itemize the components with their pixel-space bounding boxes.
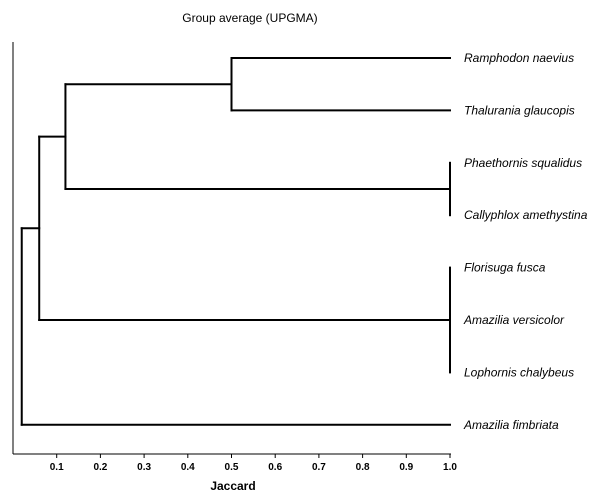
leaf-label-lophornis-chalybeus: Lophornis chalybeus (464, 365, 574, 379)
x-axis-label: Jaccard (210, 479, 255, 493)
dendrogram-branches (20, 57, 451, 426)
x-axis-ticks: 0.1 0.2 0.3 0.4 0.5 0.6 0.7 0.8 0.9 1.0 (50, 454, 457, 473)
x-tick-label: 0.5 (225, 462, 239, 473)
leaf-label-amazilia-versicolor: Amazilia versicolor (463, 313, 565, 327)
leaf-label-phaethornis-squalidus: Phaethornis squalidus (464, 156, 582, 170)
x-tick-label: 0.6 (268, 462, 282, 473)
leaf-label-amazilia-fimbriata: Amazilia fimbriata (463, 418, 559, 432)
leaf-label-thalurania-glaucopis: Thalurania glaucopis (464, 103, 575, 117)
leaf-labels: Ramphodon naevius Thalurania glaucopis Pha… (463, 51, 588, 432)
x-tick-label: 0.7 (312, 462, 326, 473)
leaf-label-ramphodon-naevius: Ramphodon naevius (464, 51, 574, 65)
leaf-label-callyphlox-amethystina: Callyphlox amethystina (464, 208, 588, 222)
chart-title: Group average (UPGMA) (182, 11, 317, 25)
x-tick-label: 0.9 (399, 462, 413, 473)
x-tick-label: 0.1 (50, 462, 64, 473)
x-tick-label: 0.8 (356, 462, 370, 473)
x-tick-label: 0.3 (137, 462, 151, 473)
x-tick-label: 1.0 (443, 462, 457, 473)
x-tick-label: 0.2 (93, 462, 107, 473)
x-tick-label: 0.4 (181, 462, 195, 473)
leaf-label-florisuga-fusca: Florisuga fusca (464, 261, 546, 275)
